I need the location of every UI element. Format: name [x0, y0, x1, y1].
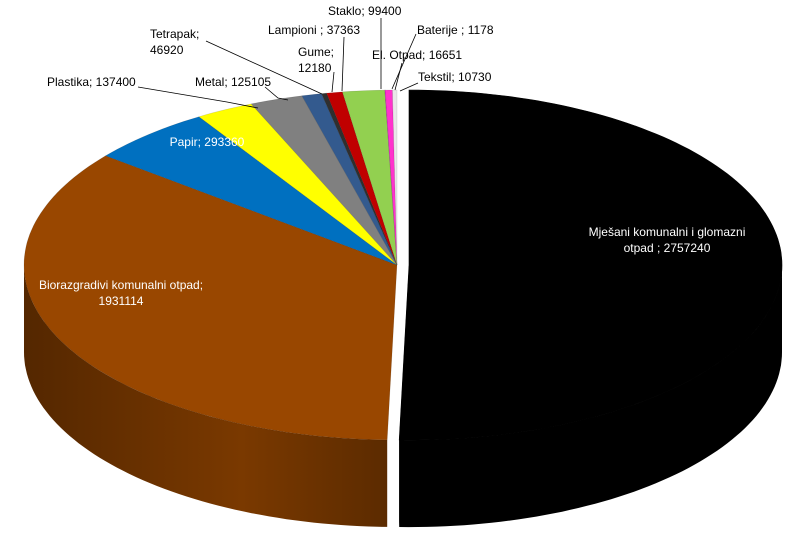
- leader-line-6: [331, 71, 335, 93]
- data-labels: Mješani komunalni i glomazni otpad ; 2757…: [39, 4, 745, 308]
- data-label-2: Papir; 293360: [170, 135, 245, 149]
- leader-line-9: [391, 33, 417, 90]
- leader-line-7: [341, 36, 345, 92]
- pie-slice-4: [250, 95, 398, 266]
- leader-lines: [137, 18, 419, 109]
- pie-slice-0: [398, 89, 783, 441]
- pie-side-1: [24, 265, 388, 527]
- pie-side-0: [399, 265, 782, 528]
- leader-line-3: [137, 86, 259, 109]
- data-label-3: Plastika; 137400: [47, 75, 136, 89]
- pie-slice-1: [23, 155, 398, 441]
- pie-slice-8: [341, 89, 398, 266]
- pie-slice-10: [384, 89, 398, 266]
- data-label-4: Metal; 125105: [195, 75, 271, 89]
- data-label-7: Lampioni ; 37363: [268, 23, 360, 37]
- pie-slice-3: [198, 103, 398, 266]
- data-label-10: El. Otpad; 16651: [372, 48, 462, 62]
- data-label-6: Gume; 12180: [298, 45, 334, 75]
- pie-slice-2: [104, 116, 398, 266]
- data-label-5: Tetrapak; 46920: [150, 27, 199, 57]
- data-label-0: Mješani komunalni i glomazni otpad ; 2757…: [589, 225, 746, 255]
- pie-top-faces: [23, 89, 783, 441]
- leader-line-11: [399, 82, 419, 92]
- data-label-11: Tekstil; 10730: [418, 70, 492, 84]
- leader-line-10: [394, 62, 403, 91]
- data-label-1: Biorazgradivi komunalni otpad; 1931114: [39, 278, 203, 308]
- leader-line-5: [205, 40, 323, 95]
- pie-slice-11: [392, 89, 398, 266]
- data-label-9: Baterije ; 1178: [417, 23, 494, 37]
- leader-line-4: [264, 86, 289, 101]
- data-label-8: Staklo; 99400: [328, 4, 402, 18]
